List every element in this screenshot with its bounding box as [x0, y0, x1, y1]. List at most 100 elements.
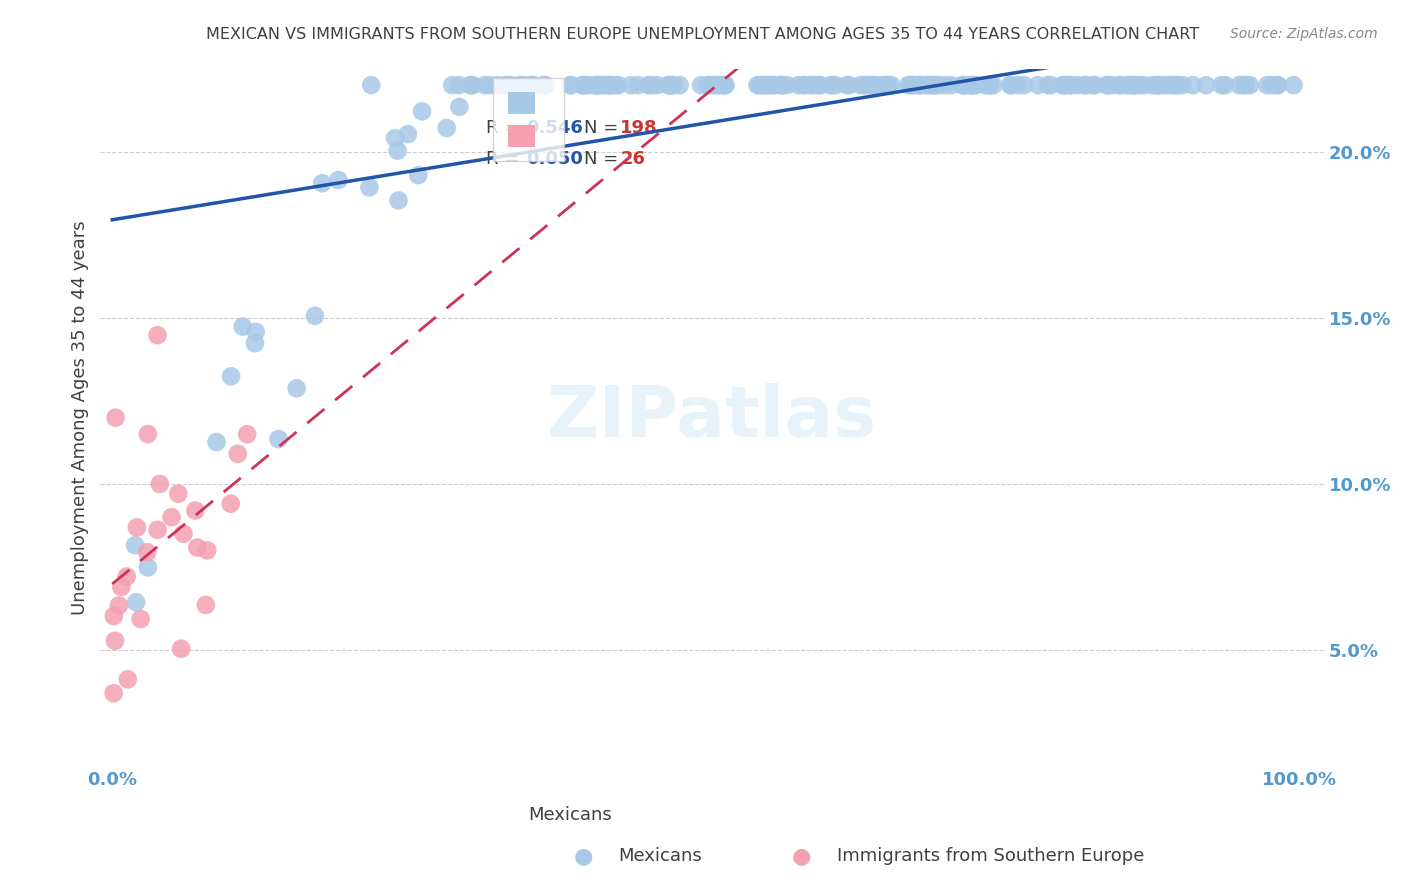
Mexicans: [713, 78, 735, 92]
Mexicans: [359, 180, 381, 194]
Mexicans: [1107, 78, 1129, 92]
Mexicans: [232, 319, 254, 334]
Mexicans: [1123, 78, 1146, 92]
Immigrants from Southern Europe: [226, 447, 249, 461]
Mexicans: [1211, 78, 1233, 92]
Mexicans: [776, 78, 799, 92]
Immigrants from Southern Europe: [104, 410, 127, 425]
Mexicans: [875, 78, 897, 92]
Immigrants from Southern Europe: [129, 612, 152, 626]
Immigrants from Southern Europe: [149, 477, 172, 491]
Mexicans: [245, 325, 267, 339]
Mexicans: [479, 78, 502, 92]
Mexicans: [690, 78, 713, 92]
Mexicans: [520, 78, 543, 92]
Mexicans: [960, 78, 983, 92]
Mexicans: [593, 78, 616, 92]
Mexicans: [396, 127, 419, 141]
Mexicans: [596, 78, 619, 92]
Mexicans: [328, 173, 350, 187]
Mexicans: [645, 78, 668, 92]
Mexicans: [458, 78, 481, 92]
Mexicans: [571, 78, 593, 92]
Immigrants from Southern Europe: [186, 541, 208, 555]
Mexicans: [243, 336, 266, 351]
Text: Mexicans: Mexicans: [619, 847, 703, 865]
Mexicans: [921, 78, 943, 92]
Immigrants from Southern Europe: [170, 641, 193, 656]
Mexicans: [1095, 78, 1118, 92]
Mexicans: [509, 78, 531, 92]
Mexicans: [960, 78, 983, 92]
Mexicans: [607, 78, 630, 92]
Text: R =: R =: [485, 150, 524, 169]
Immigrants from Southern Europe: [103, 686, 125, 700]
Mexicans: [205, 435, 228, 450]
Mexicans: [800, 78, 823, 92]
Mexicans: [659, 78, 682, 92]
Text: 0.050: 0.050: [526, 150, 583, 169]
Mexicans: [907, 78, 929, 92]
Mexicans: [922, 78, 945, 92]
Mexicans: [950, 78, 973, 92]
Mexicans: [998, 78, 1021, 92]
Mexicans: [1146, 78, 1168, 92]
Mexicans: [304, 309, 326, 323]
Immigrants from Southern Europe: [136, 427, 159, 442]
Mexicans: [769, 78, 792, 92]
Mexicans: [1039, 78, 1062, 92]
Mexicans: [494, 78, 516, 92]
Mexicans: [486, 78, 509, 92]
Mexicans: [461, 78, 484, 92]
Mexicans: [908, 78, 931, 92]
Immigrants from Southern Europe: [194, 598, 217, 612]
Mexicans: [810, 78, 832, 92]
Mexicans: [915, 78, 938, 92]
Mexicans: [696, 78, 718, 92]
Mexicans: [1233, 78, 1256, 92]
Mexicans: [858, 78, 880, 92]
Mexicans: [1059, 78, 1081, 92]
Mexicans: [1163, 78, 1185, 92]
Mexicans: [939, 78, 962, 92]
Mexicans: [800, 78, 823, 92]
Mexicans: [603, 78, 626, 92]
Mexicans: [576, 78, 599, 92]
Mexicans: [571, 78, 593, 92]
Mexicans: [1265, 78, 1288, 92]
Mexicans: [901, 78, 924, 92]
Mexicans: [460, 78, 482, 92]
Mexicans: [586, 78, 609, 92]
Mexicans: [748, 78, 770, 92]
Mexicans: [531, 78, 554, 92]
Legend: , : ,: [494, 78, 564, 161]
Mexicans: [1076, 78, 1098, 92]
Mexicans: [880, 78, 903, 92]
Mexicans: [267, 432, 290, 446]
Mexicans: [862, 78, 884, 92]
Mexicans: [1166, 78, 1188, 92]
Mexicans: [449, 78, 471, 92]
Mexicans: [1052, 78, 1074, 92]
Mexicans: [792, 78, 814, 92]
Mexicans: [1053, 78, 1076, 92]
Immigrants from Southern Europe: [195, 543, 218, 558]
Mexicans: [824, 78, 846, 92]
Text: N =: N =: [583, 150, 623, 169]
Mexicans: [136, 560, 159, 574]
Mexicans: [977, 78, 1000, 92]
Mexicans: [586, 78, 609, 92]
Mexicans: [755, 78, 778, 92]
Mexicans: [387, 194, 409, 208]
Text: 26: 26: [620, 150, 645, 169]
Mexicans: [763, 78, 786, 92]
Mexicans: [1116, 78, 1139, 92]
Mexicans: [1007, 78, 1029, 92]
Mexicans: [1181, 78, 1204, 92]
Mexicans: [1000, 78, 1022, 92]
Mexicans: [820, 78, 842, 92]
Mexicans: [360, 78, 382, 92]
Mexicans: [436, 120, 458, 135]
Mexicans: [821, 78, 844, 92]
Mexicans: [1083, 78, 1105, 92]
